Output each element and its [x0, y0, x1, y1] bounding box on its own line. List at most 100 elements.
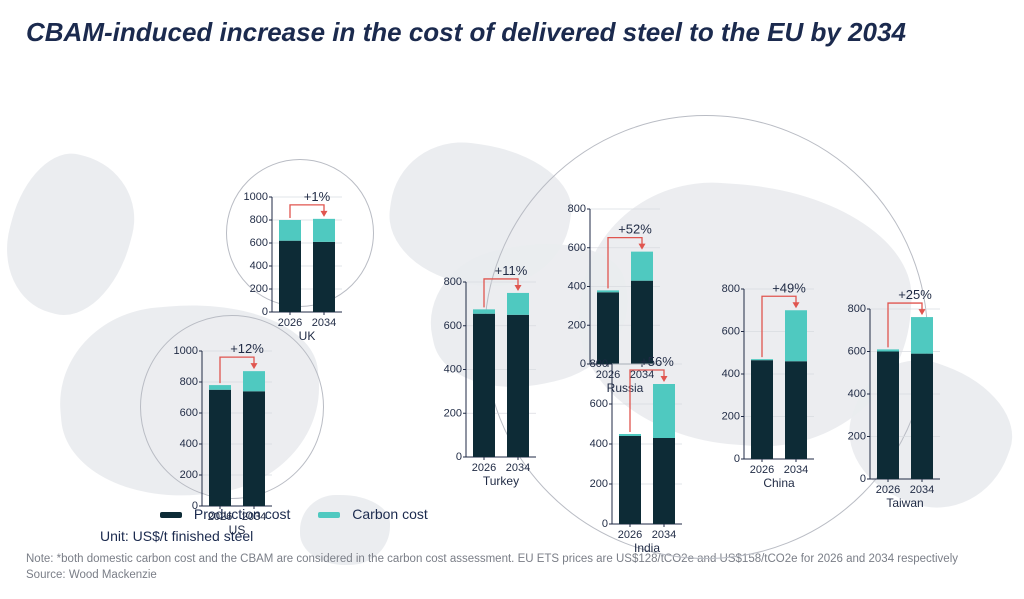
svg-text:200: 200	[180, 469, 198, 481]
svg-text:600: 600	[590, 398, 608, 410]
svg-text:2034: 2034	[652, 529, 676, 541]
svg-text:400: 400	[568, 281, 586, 293]
chart-turkey: 0 200 400 600 800 2026 2034 +11% Turkey	[432, 258, 536, 489]
bar-production	[785, 361, 807, 459]
pct-change-label: +25%	[898, 287, 932, 302]
change-arrow	[290, 205, 324, 218]
svg-text:1000: 1000	[174, 345, 198, 357]
chart-us: 0200400600800100020262034+12%US	[168, 327, 272, 538]
pct-change-label: +1%	[304, 189, 331, 204]
bar-carbon	[279, 220, 301, 241]
bar-production	[619, 436, 641, 524]
svg-text:0: 0	[262, 306, 268, 318]
mini-chart-turkey: 0 200 400 600 800 2026 2034 +11% Turkey	[432, 258, 536, 489]
svg-text:800: 800	[722, 283, 740, 295]
country-name-label: UK	[299, 329, 316, 343]
svg-text:200: 200	[250, 283, 268, 295]
svg-text:2034: 2034	[242, 511, 266, 523]
bar-carbon	[653, 384, 675, 438]
bar-production	[751, 360, 773, 459]
svg-text:0: 0	[860, 473, 866, 485]
svg-text:2034: 2034	[784, 464, 808, 476]
svg-text:400: 400	[180, 438, 198, 450]
svg-text:800: 800	[568, 203, 586, 215]
svg-text:2026: 2026	[750, 464, 774, 476]
legend-label-carbon: Carbon cost	[352, 506, 427, 522]
svg-text:800: 800	[444, 276, 462, 288]
mini-chart-uk: 0200400600800100020262034+1%UK	[238, 173, 342, 344]
svg-text:600: 600	[848, 346, 866, 358]
chart-stage: 0 200 400 600 800 1000 2026 2034 +1% UK 0 200 400 600…	[0, 85, 1024, 505]
bar-production	[653, 438, 675, 524]
svg-text:800: 800	[848, 303, 866, 315]
pct-change-label: +49%	[772, 280, 806, 295]
bar-carbon	[631, 252, 653, 281]
mini-chart-us: 0200400600800100020262034+12%US	[168, 327, 272, 538]
svg-text:400: 400	[444, 364, 462, 376]
bar-production	[313, 242, 335, 312]
bar-production	[877, 352, 899, 480]
bar-production	[243, 391, 265, 506]
country-name-label: Turkey	[483, 474, 519, 488]
bar-carbon	[473, 309, 495, 313]
pct-change-label: +11%	[495, 263, 528, 278]
chart-india: 0 200 400 600 800 2026 2034 +56% India	[578, 340, 682, 556]
svg-text:2034: 2034	[506, 462, 530, 474]
svg-text:800: 800	[250, 214, 268, 226]
legend-item-carbon: Carbon cost	[318, 506, 427, 522]
svg-text:2026: 2026	[208, 511, 232, 523]
page-title: CBAM-induced increase in the cost of del…	[26, 18, 998, 48]
svg-text:600: 600	[250, 237, 268, 249]
bar-carbon	[751, 359, 773, 360]
bar-production	[209, 390, 231, 506]
svg-text:800: 800	[180, 376, 198, 388]
bar-carbon	[619, 434, 641, 436]
country-name-label: Taiwan	[886, 496, 923, 510]
svg-text:0: 0	[602, 518, 608, 530]
svg-text:2026: 2026	[876, 484, 900, 496]
svg-text:1000: 1000	[244, 191, 268, 203]
country-name-label: China	[763, 476, 795, 490]
svg-text:2034: 2034	[312, 317, 336, 329]
map-blob	[0, 142, 149, 328]
chart-uk: 0200400600800100020262034+1%UK	[238, 173, 342, 344]
note-line-2: Source: Wood Mackenzie	[26, 568, 1004, 584]
svg-text:0: 0	[456, 451, 462, 463]
legend-swatch-carbon	[318, 512, 340, 518]
bar-carbon	[243, 371, 265, 391]
chart-taiwan: 0 200 400 600 800 2026 2034 +25% Taiwan	[836, 285, 940, 511]
svg-text:2026: 2026	[472, 462, 496, 474]
svg-text:2034: 2034	[910, 484, 934, 496]
svg-text:200: 200	[568, 319, 586, 331]
bar-carbon	[507, 293, 529, 315]
bar-carbon	[911, 317, 933, 354]
svg-text:2026: 2026	[618, 529, 642, 541]
pct-change-label: +56%	[640, 354, 674, 369]
svg-text:200: 200	[848, 431, 866, 443]
mini-chart-china: 020040060080020262034+49%China	[710, 265, 814, 491]
svg-text:0: 0	[734, 453, 740, 465]
svg-text:200: 200	[590, 478, 608, 490]
svg-text:600: 600	[180, 407, 198, 419]
svg-text:2026: 2026	[278, 317, 302, 329]
bar-production	[507, 315, 529, 457]
bar-carbon	[597, 290, 619, 292]
svg-text:800: 800	[590, 358, 608, 370]
pct-change-label: +12%	[230, 341, 264, 356]
bar-production	[911, 354, 933, 479]
note-line-1: Note: *both domestic carbon cost and the…	[26, 552, 1004, 568]
bar-carbon	[209, 385, 231, 390]
svg-text:400: 400	[590, 438, 608, 450]
bar-carbon	[313, 219, 335, 242]
svg-text:600: 600	[568, 242, 586, 254]
svg-text:200: 200	[444, 407, 462, 419]
svg-text:400: 400	[848, 388, 866, 400]
svg-text:600: 600	[722, 326, 740, 338]
bar-carbon	[785, 310, 807, 361]
country-name-label: US	[229, 523, 246, 537]
bar-production	[473, 314, 495, 457]
country-name-label: India	[634, 541, 660, 555]
svg-text:400: 400	[722, 368, 740, 380]
svg-text:600: 600	[444, 320, 462, 332]
mini-chart-taiwan: 0 200 400 600 800 2026 2034 +25% Taiwan	[836, 285, 940, 511]
